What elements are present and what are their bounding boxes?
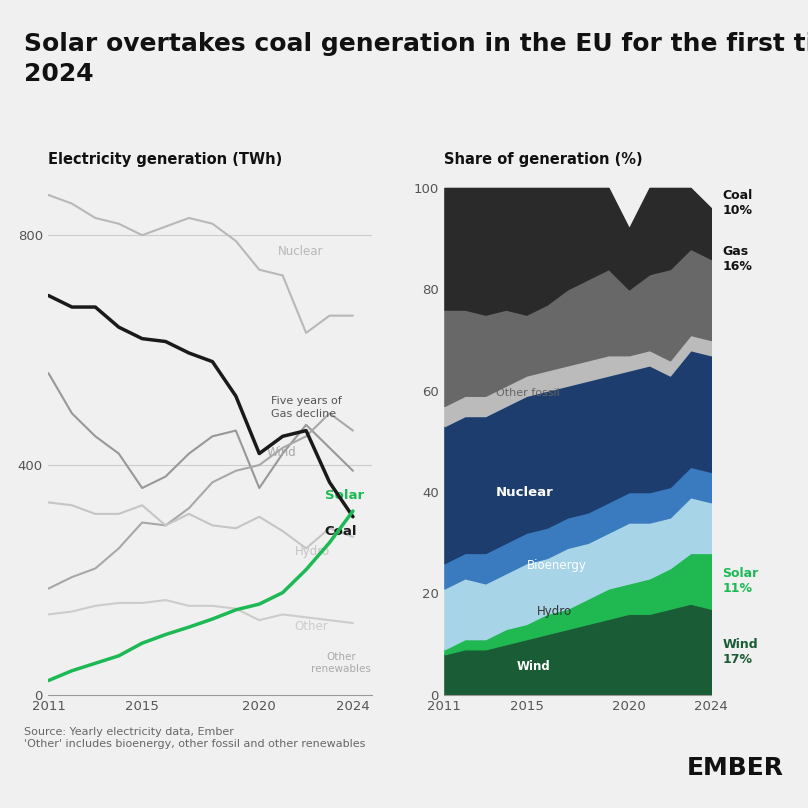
Text: Other fossil: Other fossil	[495, 388, 559, 398]
Text: Source: Yearly electricity data, Ember
'Other' includes bioenergy, other fossil : Source: Yearly electricity data, Ember '…	[24, 727, 365, 749]
Text: Solar: Solar	[325, 490, 364, 503]
Text: Hydro: Hydro	[537, 604, 572, 618]
Text: Nuclear: Nuclear	[495, 486, 553, 499]
Text: Share of generation (%): Share of generation (%)	[444, 152, 643, 167]
Text: Solar overtakes coal generation in the EU for the first time in
2024: Solar overtakes coal generation in the E…	[24, 32, 808, 86]
Text: Solar
11%: Solar 11%	[722, 566, 759, 595]
Text: Bioenergy: Bioenergy	[527, 559, 587, 572]
Text: Nuclear: Nuclear	[278, 245, 323, 259]
Text: Wind: Wind	[267, 446, 296, 459]
Text: Hydro: Hydro	[294, 545, 330, 558]
Text: Five years of
Gas decline: Five years of Gas decline	[271, 396, 342, 419]
Text: EMBER: EMBER	[687, 755, 784, 780]
Text: Other
renewables: Other renewables	[311, 652, 371, 675]
Text: Coal: Coal	[325, 525, 357, 538]
Text: Electricity generation (TWh): Electricity generation (TWh)	[48, 152, 283, 167]
Text: Other: Other	[294, 621, 328, 633]
Text: Wind: Wind	[516, 660, 550, 674]
Text: Gas
16%: Gas 16%	[722, 245, 752, 273]
Text: Coal
10%: Coal 10%	[722, 189, 752, 217]
Text: Wind
17%: Wind 17%	[722, 638, 758, 666]
